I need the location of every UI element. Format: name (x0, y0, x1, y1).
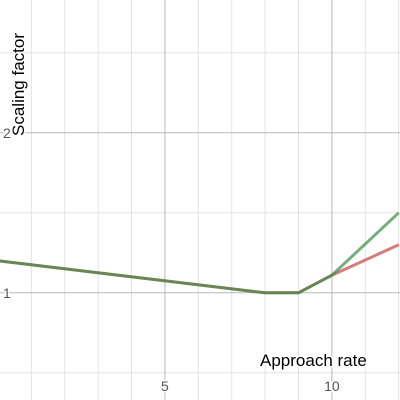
x-tick-label: 10 (324, 378, 340, 394)
x-axis-label: Approach rate (260, 351, 367, 370)
x-tick-label: 5 (161, 378, 169, 394)
y-tick-label: 1 (3, 285, 11, 301)
y-axis-label: Scaling factor (9, 33, 28, 136)
plot (0, 211, 400, 295)
labels: Approach rate Scaling factor 5 10 1 2 (2, 31, 369, 395)
y-tick-label: 2 (3, 125, 11, 141)
line-series (0, 211, 400, 295)
